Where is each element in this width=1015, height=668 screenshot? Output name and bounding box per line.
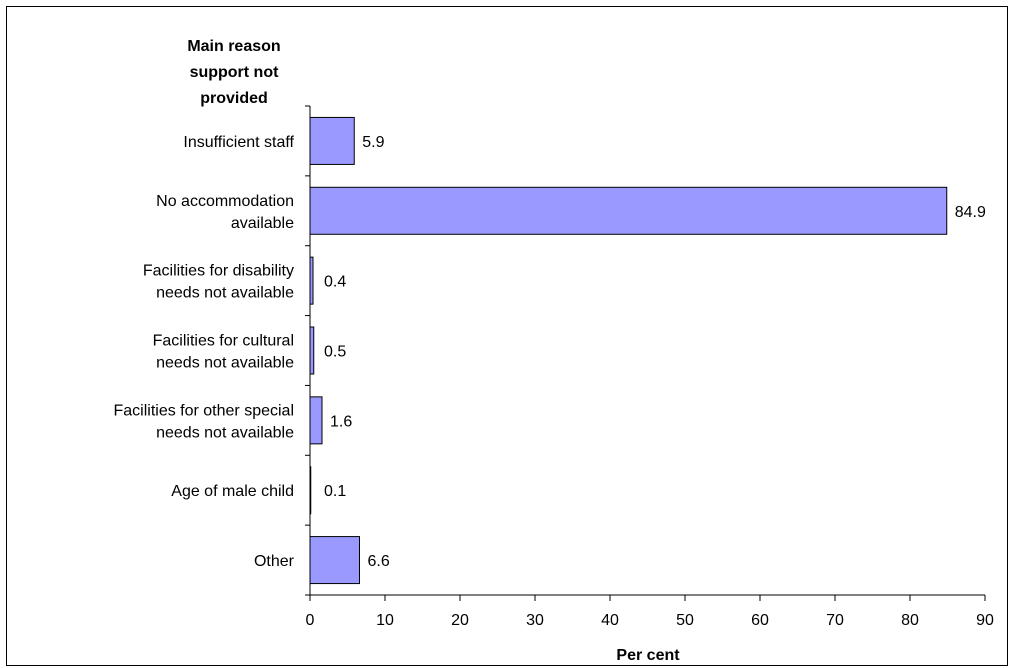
y-axis-title-line: Main reason [187,38,280,55]
data-label: 0.4 [324,274,346,291]
bar [309,536,360,585]
category-label: Facilities for disability [143,263,294,280]
bar [309,186,948,235]
x-tick-label: 10 [376,612,394,629]
chart-frame [6,6,1008,666]
x-axis-ticks: 0 10 20 30 40 50 60 70 80 90 [305,105,994,629]
x-tick-label: 50 [676,612,694,629]
bar [309,326,315,375]
category-label: No accommodation [156,193,294,210]
x-tick-label: 20 [451,612,469,629]
bars [309,116,948,585]
category-label: needs not available [156,424,294,441]
bar [309,396,323,445]
x-tick-label: 0 [306,612,315,629]
category-label: needs not available [156,285,294,302]
axes [309,106,985,596]
category-labels: Insufficient staff No accommodation availa… [113,134,294,570]
category-label: Age of male child [171,483,294,500]
x-axis-title: Per cent [616,647,680,664]
bar [309,116,355,165]
data-labels: 5.9 84.9 0.4 0.5 1.6 0.1 6.6 [324,134,986,570]
data-label: 6.6 [368,553,390,570]
category-label: needs not available [156,355,294,372]
y-axis-title-line: provided [200,90,268,107]
x-tick-label: 60 [751,612,769,629]
x-tick-label: 70 [826,612,844,629]
y-axis-title: Main reason support not provided [187,38,280,107]
category-label: Insufficient staff [183,134,294,151]
category-label: Other [254,553,295,570]
category-label: Facilities for cultural [153,333,294,350]
data-label: 0.5 [324,344,346,361]
data-label: 0.1 [324,483,346,500]
data-label: 1.6 [330,413,352,430]
x-tick-label: 30 [526,612,544,629]
data-label: 5.9 [362,134,384,151]
category-label: Facilities for other special [113,402,294,419]
x-tick-label: 40 [601,612,619,629]
y-axis-title-line: support not [190,64,280,81]
data-label: 84.9 [955,204,986,221]
x-tick-label: 80 [901,612,919,629]
x-tick-label: 90 [976,612,994,629]
category-label: available [231,215,294,232]
